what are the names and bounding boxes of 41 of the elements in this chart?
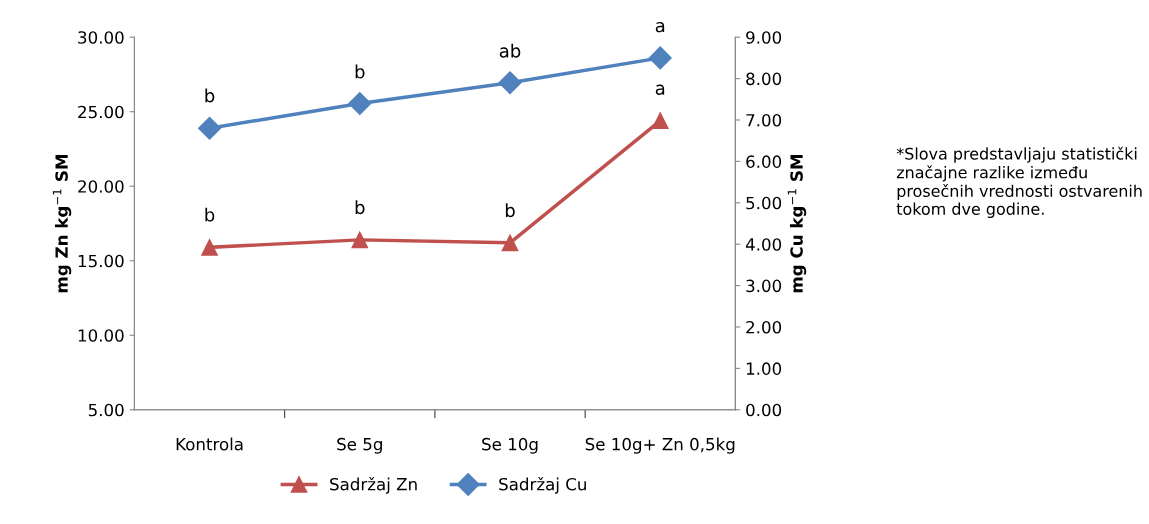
y2-tick-label: 1.00 [746,362,782,375]
annotation: b [205,207,215,222]
legend-label: Sadržaj Cu [499,476,586,494]
text: *Slova predstavljaju statistički značajne razlike između prosečnih vrednosti ostvarenih tokom dve godine. [896,146,1142,219]
point [351,231,369,249]
y-tick-label: 30.00 [78,31,124,44]
y2-tick-label: 7.00 [746,113,782,127]
x-tick-label: Kontrola [176,437,243,451]
point [198,116,222,140]
annotation: a [655,84,665,95]
y2-tick-label: 9.00 [746,31,782,44]
x-tick-label: Se 10g [482,437,538,454]
point [348,91,372,115]
y2-tick-label: 4.00 [745,238,782,251]
y2-tick-label: 6.00 [746,155,782,168]
annotation: b [205,88,215,103]
x-tick-label: Se 5g [337,437,382,454]
point [498,71,522,95]
y-tick-label: 10.00 [78,329,124,342]
y-tick-label: 5.00 [88,403,124,417]
point [501,234,519,252]
point [651,112,669,129]
y-tick-label: 25.00 [78,105,124,119]
x-tick-label: Se 10g+ Zn 0,5kg [585,437,735,454]
y2-axis-title: mg Cu kg$^{−1}$ SM [787,154,807,293]
point [648,46,672,70]
annotation: b [355,200,365,215]
y2-tick-label: 8.00 [746,72,782,86]
y2-tick-label: 2.00 [746,320,782,334]
annotation: ab [499,43,521,58]
y2-tick-label: 5.00 [746,196,782,210]
y2-tick-label: 0.00 [746,403,782,417]
y-axis-title: mg Zn kg$^{−1}$ SM [52,155,72,293]
legend-label: Sadržaj Zn [330,476,417,494]
point [201,238,218,256]
y-tick-label: 20.00 [78,180,124,193]
annotation: b [355,64,365,79]
annotation: b [505,203,515,218]
annotation: a [655,21,665,33]
y-tick-label: 15.00 [78,254,124,268]
y2-tick-label: 3.00 [746,279,782,293]
